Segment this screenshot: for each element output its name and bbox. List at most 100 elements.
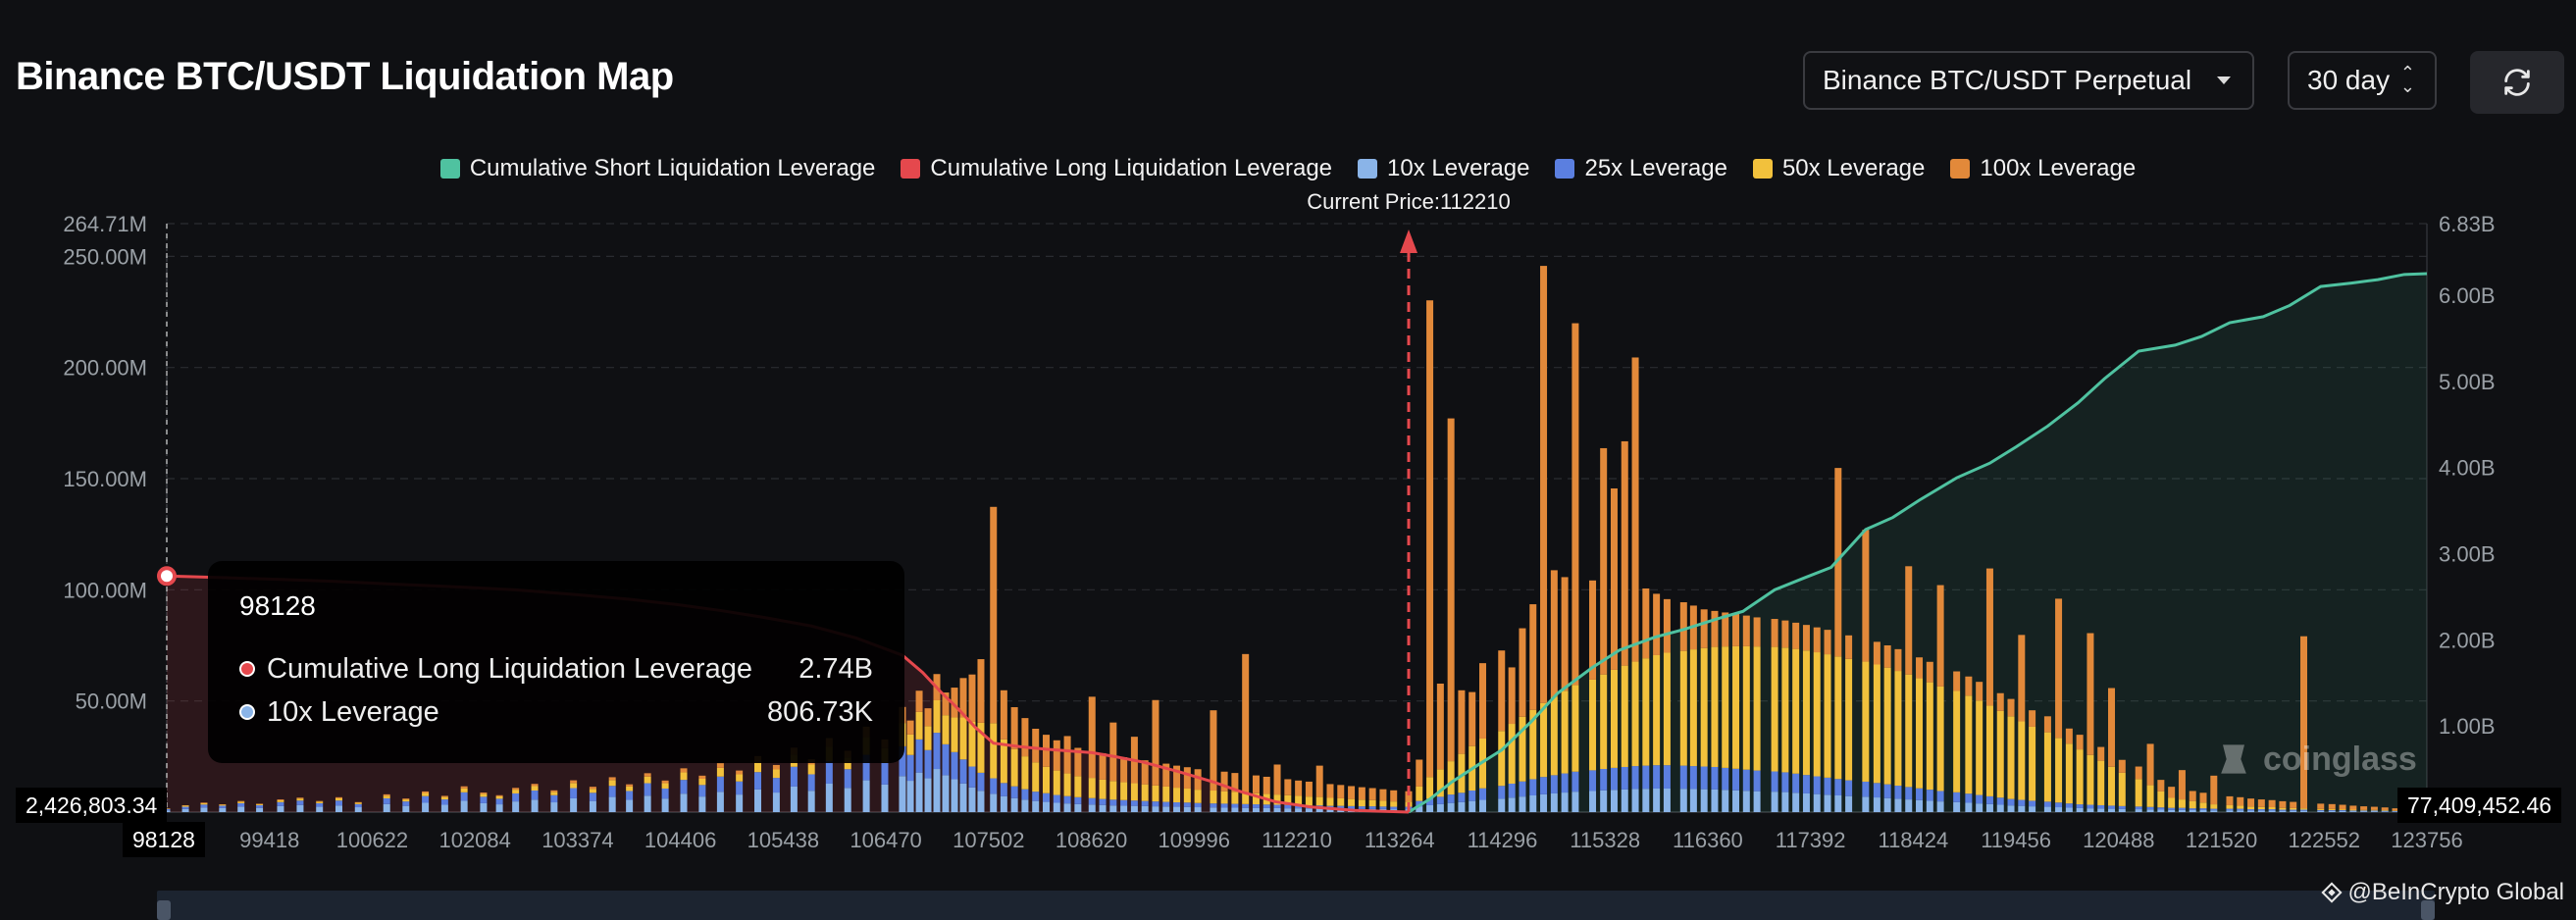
bar-10x <box>550 802 558 812</box>
bar-10x <box>200 807 208 812</box>
bar-100x <box>440 795 448 797</box>
bar-50x <box>1368 799 1376 807</box>
bar-50x <box>2268 807 2276 810</box>
bar-10x <box>1700 789 1708 812</box>
legend-item[interactable]: 25x Leverage <box>1555 155 1727 182</box>
bar-100x <box>1508 667 1516 725</box>
bar-10x <box>1600 790 1608 812</box>
bar-10x <box>626 799 634 812</box>
legend-item[interactable]: Cumulative Short Liquidation Leverage <box>439 155 875 182</box>
bar-10x <box>1771 792 1778 812</box>
bar-100x <box>2268 799 2276 808</box>
bar-25x <box>237 802 245 807</box>
bar-10x <box>1152 806 1159 812</box>
bar-10x <box>1231 807 1239 812</box>
bar-10x <box>1295 808 1303 812</box>
bar-50x <box>181 805 189 807</box>
bar-25x <box>790 766 798 787</box>
zoom-scrollbar[interactable] <box>157 891 2435 920</box>
x-tick-label: 105438 <box>747 828 819 852</box>
tooltip-row: 10x Leverage 806.73K <box>239 690 873 734</box>
bar-50x <box>1642 658 1650 766</box>
bar-10x <box>495 804 503 812</box>
bar-25x <box>1063 795 1071 804</box>
bar-100x <box>1589 580 1597 680</box>
bar-10x <box>844 788 851 812</box>
x-tick-label: 100622 <box>336 828 408 852</box>
bar-25x <box>2360 810 2368 812</box>
bar-100x <box>2097 746 2105 761</box>
bar-25x <box>1194 802 1202 808</box>
bar-25x <box>1802 775 1810 793</box>
legend-item[interactable]: Cumulative Long Liquidation Leverage <box>901 155 1332 182</box>
legend-item[interactable]: 50x Leverage <box>1752 155 1926 182</box>
bar-10x <box>1561 792 1569 812</box>
legend-label: Cumulative Long Liquidation Leverage <box>930 155 1333 181</box>
bar-25x <box>383 797 390 804</box>
bar-100x <box>1742 615 1750 646</box>
bar-10x <box>1468 800 1476 812</box>
bar-25x <box>942 743 950 776</box>
bar-25x <box>1273 804 1281 808</box>
bar-10x <box>2135 809 2142 812</box>
zoom-handle-left[interactable] <box>157 900 171 920</box>
bar-100x <box>2226 795 2234 805</box>
bar-100x <box>1252 775 1260 793</box>
bar-100x <box>1120 757 1128 783</box>
bar-10x <box>698 796 706 812</box>
bar-10x <box>1063 803 1071 812</box>
bar-100x <box>2392 808 2399 811</box>
y-left-tick-label: 150.00M <box>63 467 147 491</box>
bar-25x <box>1109 799 1117 806</box>
bar-100x <box>1479 663 1487 739</box>
bar-50x <box>1722 646 1729 768</box>
bar-10x <box>2076 807 2084 812</box>
bar-100x <box>2189 791 2196 801</box>
refresh-button[interactable] <box>2470 51 2564 114</box>
bar-100x <box>942 692 950 716</box>
bar-25x <box>1916 788 1924 800</box>
bar-50x <box>1540 702 1548 778</box>
bar-10x <box>1753 791 1761 812</box>
bar-100x <box>1862 530 1870 662</box>
bar-100x <box>990 506 998 724</box>
bar-100x <box>1436 683 1444 770</box>
coinglass-logo-icon <box>2221 744 2246 774</box>
bar-50x <box>736 774 744 782</box>
chart-legend: Cumulative Short Liquidation Leverage Cum… <box>0 155 2576 182</box>
bar-25x <box>1824 777 1831 795</box>
x-tick-label: 108620 <box>1056 828 1127 852</box>
x-axis-pointer-label: 98128 <box>123 822 205 857</box>
bar-50x <box>1130 783 1138 801</box>
bar-10x <box>2178 809 2186 812</box>
market-select-value: Binance BTC/USDT Perpetual <box>1823 65 2192 95</box>
period-select[interactable]: 30 day ⌃ ⌄ <box>2288 51 2437 110</box>
bar-100x <box>951 688 958 718</box>
bar-25x <box>1284 804 1292 809</box>
bar-50x <box>2076 749 2084 805</box>
credit: @BeInCrypto Global <box>2320 879 2564 906</box>
bar-50x <box>1348 798 1356 806</box>
legend-label: 50x Leverage <box>1781 155 1926 181</box>
bar-100x <box>1348 786 1356 799</box>
bar-100x <box>1358 787 1365 800</box>
bar-10x <box>402 805 410 812</box>
bar-50x <box>772 769 780 779</box>
market-select[interactable]: Binance BTC/USDT Perpetual <box>1803 51 2254 110</box>
zoom-handle-right[interactable] <box>2421 900 2435 920</box>
bar-100x <box>2349 805 2357 810</box>
legend-item[interactable]: 10x Leverage <box>1358 155 1529 182</box>
bar-100x <box>422 791 430 793</box>
bar-10x <box>2157 809 2165 812</box>
bar-25x <box>1873 783 1880 798</box>
bar-100x <box>1722 612 1729 647</box>
tooltip-value: 806.73K <box>766 695 873 728</box>
bar-25x <box>1621 766 1628 790</box>
bar-25x <box>480 796 488 803</box>
bar-50x <box>1561 690 1569 774</box>
bar-25x <box>1883 784 1891 798</box>
bar-100x <box>1220 771 1228 792</box>
bar-25x <box>608 786 616 797</box>
legend-item[interactable]: 100x Leverage <box>1950 155 2136 182</box>
x-tick-label: 112210 <box>1262 828 1332 852</box>
